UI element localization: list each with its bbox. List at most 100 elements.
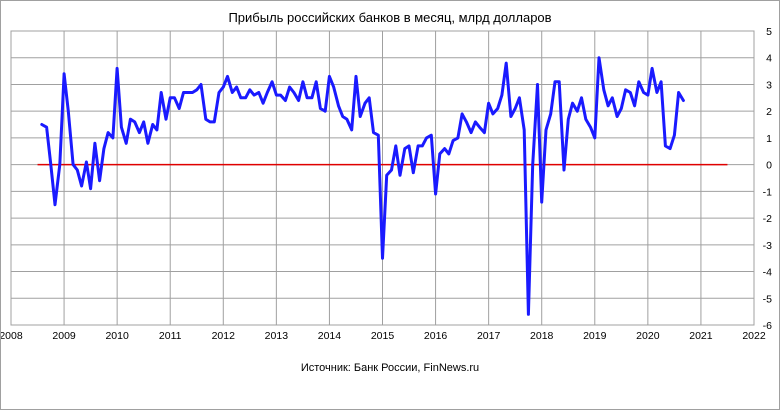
data-point bbox=[372, 131, 375, 134]
data-point bbox=[151, 123, 154, 126]
data-point bbox=[279, 93, 282, 97]
data-point bbox=[456, 136, 460, 140]
y-tick-label: -3 bbox=[763, 240, 772, 252]
series-group bbox=[40, 56, 685, 316]
data-point bbox=[584, 118, 587, 121]
data-point bbox=[491, 112, 495, 116]
data-point bbox=[164, 118, 168, 121]
data-point bbox=[275, 93, 278, 97]
data-point bbox=[673, 134, 676, 137]
data-point bbox=[381, 257, 384, 260]
data-point bbox=[120, 126, 123, 129]
data-point bbox=[319, 107, 322, 110]
data-point bbox=[337, 104, 340, 108]
data-point bbox=[288, 85, 291, 89]
data-point bbox=[523, 128, 526, 132]
data-point bbox=[558, 80, 561, 84]
data-point bbox=[261, 102, 265, 105]
data-point bbox=[204, 118, 207, 121]
data-point bbox=[505, 61, 508, 65]
data-point bbox=[182, 91, 185, 94]
data-point bbox=[407, 144, 411, 148]
data-point bbox=[421, 144, 424, 148]
x-tick-label: 2016 bbox=[424, 330, 448, 342]
data-point bbox=[341, 115, 344, 118]
data-point bbox=[496, 107, 499, 110]
x-tick-label: 2020 bbox=[636, 330, 660, 342]
data-point bbox=[637, 80, 640, 84]
data-point bbox=[451, 139, 455, 142]
data-point bbox=[403, 147, 406, 150]
data-point bbox=[571, 102, 574, 105]
data-point bbox=[315, 80, 318, 84]
data-point bbox=[390, 168, 393, 172]
data-point bbox=[186, 91, 189, 94]
data-point bbox=[642, 91, 645, 94]
data-point bbox=[292, 91, 296, 94]
data-point bbox=[474, 120, 477, 124]
data-point bbox=[89, 187, 92, 190]
data-point bbox=[620, 107, 623, 110]
data-point bbox=[45, 126, 48, 129]
data-point bbox=[469, 131, 473, 134]
data-point bbox=[266, 91, 269, 94]
y-tick-label: 3 bbox=[766, 79, 772, 91]
x-tick-label: 2015 bbox=[371, 330, 395, 342]
data-point bbox=[354, 75, 358, 78]
data-point bbox=[500, 93, 504, 97]
data-point bbox=[155, 128, 159, 132]
data-point bbox=[239, 96, 242, 100]
data-point bbox=[58, 163, 61, 166]
data-point bbox=[328, 75, 331, 78]
data-point bbox=[49, 163, 52, 166]
data-point bbox=[540, 200, 543, 204]
data-point bbox=[606, 104, 610, 108]
data-point bbox=[248, 88, 251, 92]
data-point bbox=[146, 142, 150, 145]
data-point bbox=[270, 80, 274, 84]
x-tick-label: 2009 bbox=[52, 330, 76, 342]
data-point bbox=[593, 136, 596, 140]
data-point bbox=[53, 203, 57, 206]
data-point bbox=[443, 147, 446, 150]
data-point bbox=[655, 91, 659, 94]
data-point bbox=[115, 67, 119, 70]
data-point bbox=[611, 96, 614, 100]
data-point bbox=[664, 144, 667, 148]
data-point bbox=[208, 120, 212, 124]
data-point bbox=[412, 171, 415, 174]
x-tick-label: 2013 bbox=[265, 330, 289, 342]
data-point bbox=[589, 126, 592, 129]
y-tick-label: 5 bbox=[766, 26, 772, 38]
data-point bbox=[80, 184, 83, 188]
data-point bbox=[377, 134, 380, 137]
data-point bbox=[301, 80, 305, 84]
data-point bbox=[544, 128, 548, 132]
y-tick-labels: -6 -5 -4 -3 -2 -1 0 1 2 3 4 5 bbox=[763, 26, 773, 332]
data-point bbox=[677, 91, 680, 94]
data-point bbox=[106, 131, 110, 134]
data-point bbox=[284, 99, 287, 102]
data-point bbox=[460, 112, 464, 116]
x-tick-label: 2011 bbox=[159, 330, 182, 342]
data-point bbox=[438, 152, 441, 156]
data-point bbox=[518, 96, 521, 100]
data-point bbox=[536, 83, 539, 86]
data-point bbox=[447, 152, 450, 156]
data-point bbox=[359, 115, 362, 118]
data-point bbox=[487, 102, 490, 105]
data-point bbox=[509, 115, 513, 118]
y-tick-label: 4 bbox=[766, 53, 772, 65]
data-point bbox=[213, 120, 216, 124]
y-tick-label: -1 bbox=[763, 186, 772, 198]
data-point bbox=[465, 120, 468, 124]
data-point bbox=[527, 313, 530, 316]
data-point bbox=[129, 118, 132, 121]
data-point bbox=[416, 144, 420, 148]
data-point bbox=[138, 131, 141, 134]
data-point bbox=[615, 115, 619, 118]
data-point bbox=[434, 192, 437, 196]
data-point bbox=[332, 85, 335, 89]
data-point bbox=[646, 93, 650, 97]
